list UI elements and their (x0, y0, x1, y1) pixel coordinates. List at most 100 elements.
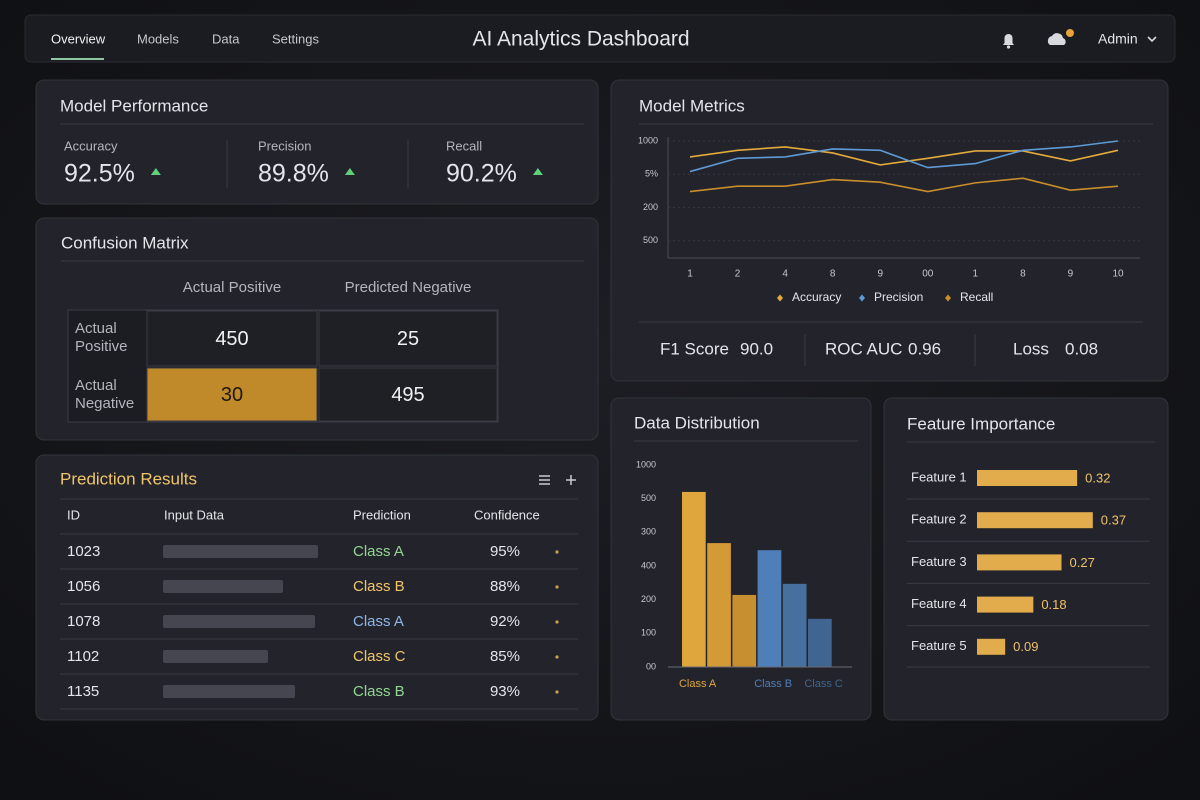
row-id: 1102 (67, 648, 99, 665)
bar-value-label: 0.27 (1070, 555, 1095, 570)
matrix-value: 495 (391, 384, 424, 406)
nav-tab[interactable]: Settings (272, 31, 319, 46)
bar-value-label: 0.37 (1101, 513, 1126, 528)
metric-value: 89.8% (258, 160, 329, 188)
matrix-value: 30 (221, 384, 243, 406)
prediction-label: Class B (353, 683, 405, 700)
trend-up-icon (150, 168, 161, 175)
bar (977, 512, 1093, 529)
nav-tab[interactable]: Models (137, 31, 179, 46)
prediction-label: Class C (353, 648, 406, 665)
row-id: 1078 (67, 613, 100, 630)
legend-marker (945, 294, 951, 302)
bar (977, 470, 1078, 486)
y-tick-label: 500 (641, 493, 656, 503)
bell-clapper (1006, 45, 1011, 49)
x-tick-label: 1 (687, 269, 693, 280)
metric-value: 92.5% (64, 160, 135, 188)
panel-title: Model Metrics (639, 96, 745, 115)
bar (782, 583, 807, 667)
y-tick-label: 300 (641, 527, 656, 537)
matrix-cell (146, 310, 318, 367)
metric-label: Recall (446, 138, 482, 153)
column-header: Confidence (474, 507, 540, 522)
x-tick-label: 9 (1068, 269, 1074, 280)
matrix-value: 450 (215, 328, 248, 350)
bar (757, 550, 782, 667)
row-status-dot (555, 690, 559, 694)
summary-value: 0.08 (1065, 339, 1098, 358)
bar (977, 638, 1006, 655)
column-header: Input Data (164, 507, 225, 522)
bar-category-label: Feature 2 (911, 512, 967, 527)
x-tick-label: 00 (922, 269, 934, 280)
column-header: ID (67, 507, 80, 522)
column-header: Predicted Negative (345, 279, 472, 296)
input-data-placeholder (163, 650, 268, 663)
confidence: 85% (490, 648, 520, 665)
series-line (689, 177, 1119, 193)
bar-value-label: 0.32 (1085, 470, 1110, 485)
y-tick-label: 1000 (636, 459, 656, 469)
matrix-cell (318, 367, 498, 422)
metric-value: 90.2% (446, 160, 517, 188)
menu-icon[interactable] (539, 475, 550, 485)
metric-label: Precision (258, 138, 311, 153)
bell-icon[interactable] (1003, 34, 1014, 49)
confidence: 92% (490, 613, 520, 630)
user-name[interactable]: Admin (1098, 31, 1138, 47)
y-tick-label: 00 (646, 661, 656, 671)
app-title: AI Analytics Dashboard (472, 28, 689, 51)
row-status-dot (555, 550, 559, 554)
y-tick-label: 200 (641, 594, 656, 604)
trend-up-icon (344, 168, 355, 175)
panel-model-metrics (610, 79, 1169, 382)
input-data-placeholder (163, 545, 318, 558)
summary-label: ROC AUC (825, 339, 902, 358)
panel-title: Prediction Results (60, 469, 197, 488)
bell-shape (1003, 34, 1014, 45)
series-line (689, 146, 1119, 166)
confidence: 93% (490, 683, 520, 700)
add-icon[interactable] (566, 475, 576, 485)
row-status-dot (555, 620, 559, 624)
nav-tab[interactable]: Overview (51, 31, 106, 46)
input-data-placeholder (163, 615, 315, 628)
panel-data-distribution (610, 397, 872, 721)
user-menu-chevron[interactable] (1147, 36, 1157, 43)
prediction-label: Class A (353, 543, 404, 560)
row-id: 1023 (67, 543, 100, 560)
bar-value-label: 0.18 (1041, 597, 1066, 612)
input-data-placeholder (163, 685, 295, 698)
bar-category-label: Feature 3 (911, 554, 967, 569)
bar (977, 596, 1034, 613)
x-tick-label: 2 (735, 269, 741, 280)
prediction-label: Class B (353, 578, 405, 595)
x-tick-label: Class C (804, 678, 843, 690)
bar (732, 594, 757, 667)
y-tick-label: 1000 (638, 135, 658, 145)
row-status-dot (555, 655, 559, 659)
bar-category-label: Feature 4 (911, 596, 967, 611)
input-data-placeholder (163, 580, 283, 593)
bar-category-label: Feature 1 (911, 469, 967, 484)
matrix-value: 25 (397, 328, 419, 350)
summary-label: F1 Score (660, 339, 729, 358)
nav-tab[interactable]: Data (212, 31, 240, 46)
row-header: Actual Negative (75, 377, 134, 412)
x-tick-label: 4 (782, 269, 788, 280)
matrix-cell (146, 367, 318, 422)
bar (977, 554, 1062, 571)
x-tick-label: 9 (877, 269, 883, 280)
panel-title: Model Performance (60, 96, 208, 115)
bar (808, 618, 832, 667)
notification-icon[interactable] (1047, 29, 1074, 45)
matrix-cell (318, 310, 498, 367)
y-tick-label: 400 (641, 560, 656, 570)
badge (1066, 29, 1074, 37)
summary-value: 90.0 (740, 339, 773, 358)
legend-marker (859, 294, 865, 302)
y-tick-label: 100 (641, 628, 656, 638)
